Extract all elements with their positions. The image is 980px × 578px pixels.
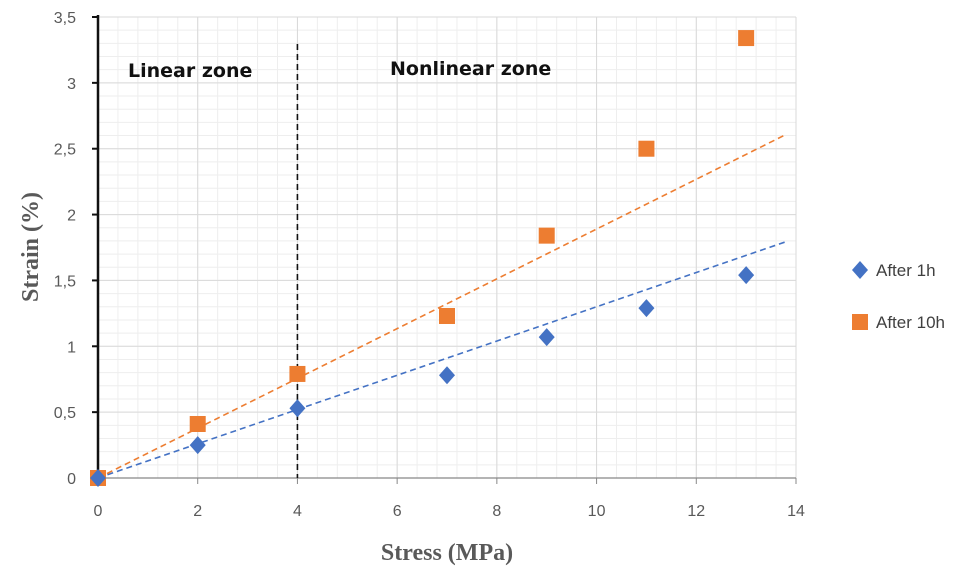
data-point-after-1h	[189, 436, 206, 455]
data-point-after-10h	[738, 30, 755, 47]
legend-label: After 1h	[876, 261, 936, 280]
trendline-after-1h	[97, 240, 787, 479]
legend-marker-after-1h	[852, 261, 868, 279]
x-tick-label: 8	[492, 503, 501, 520]
data-point-after-10h	[189, 415, 206, 432]
y-tick-label: 0,5	[54, 405, 76, 422]
data-point-after-10h	[538, 227, 555, 244]
y-tick-label: 1	[67, 339, 76, 356]
y-axis-title: Strain (%)	[18, 192, 44, 302]
x-tick-label: 4	[293, 503, 302, 520]
data-point-after-1h	[90, 469, 106, 487]
data-point-after-1h	[289, 399, 306, 418]
annotation-nonlinear-zone: Nonlinear zone	[390, 58, 551, 80]
y-tick-label: 3	[67, 76, 76, 93]
x-axis-title: Stress (MPa)	[381, 540, 513, 566]
data-point-after-10h	[638, 140, 655, 157]
x-tick-label: 10	[588, 503, 606, 520]
axes: 0 2 4 6 8 10 12 14 0 0,5 1 1,5 2 2,5 3 3,5	[54, 10, 805, 520]
data-point-after-10h	[289, 365, 306, 382]
legend-label: After 10h	[876, 313, 945, 332]
x-tick-label: 6	[393, 503, 402, 520]
data-point-after-1h	[538, 328, 555, 347]
x-tick-label: 2	[193, 503, 202, 520]
data-point-after-1h	[738, 266, 755, 285]
x-tick-label: 0	[94, 503, 103, 520]
data-point-after-10h	[439, 307, 455, 324]
y-tick-label: 2,5	[54, 142, 76, 159]
y-tick-label: 3,5	[54, 10, 76, 27]
y-tick-label: 1,5	[54, 273, 76, 290]
legend-marker-after-10h	[852, 314, 868, 330]
annotation-linear-zone: Linear zone	[128, 60, 252, 82]
grid	[97, 16, 797, 479]
trendline-after-10h	[97, 133, 787, 479]
x-tick-label: 14	[787, 503, 805, 520]
data-point-after-1h	[439, 366, 455, 385]
legend: After 1h After 10h	[852, 261, 945, 332]
data-point-after-1h	[638, 299, 655, 318]
x-tick-label: 12	[687, 503, 705, 520]
y-tick-label: 2	[67, 208, 76, 225]
y-tick-label: 0	[67, 471, 76, 488]
trendlines	[97, 133, 787, 479]
data-points	[90, 30, 755, 487]
